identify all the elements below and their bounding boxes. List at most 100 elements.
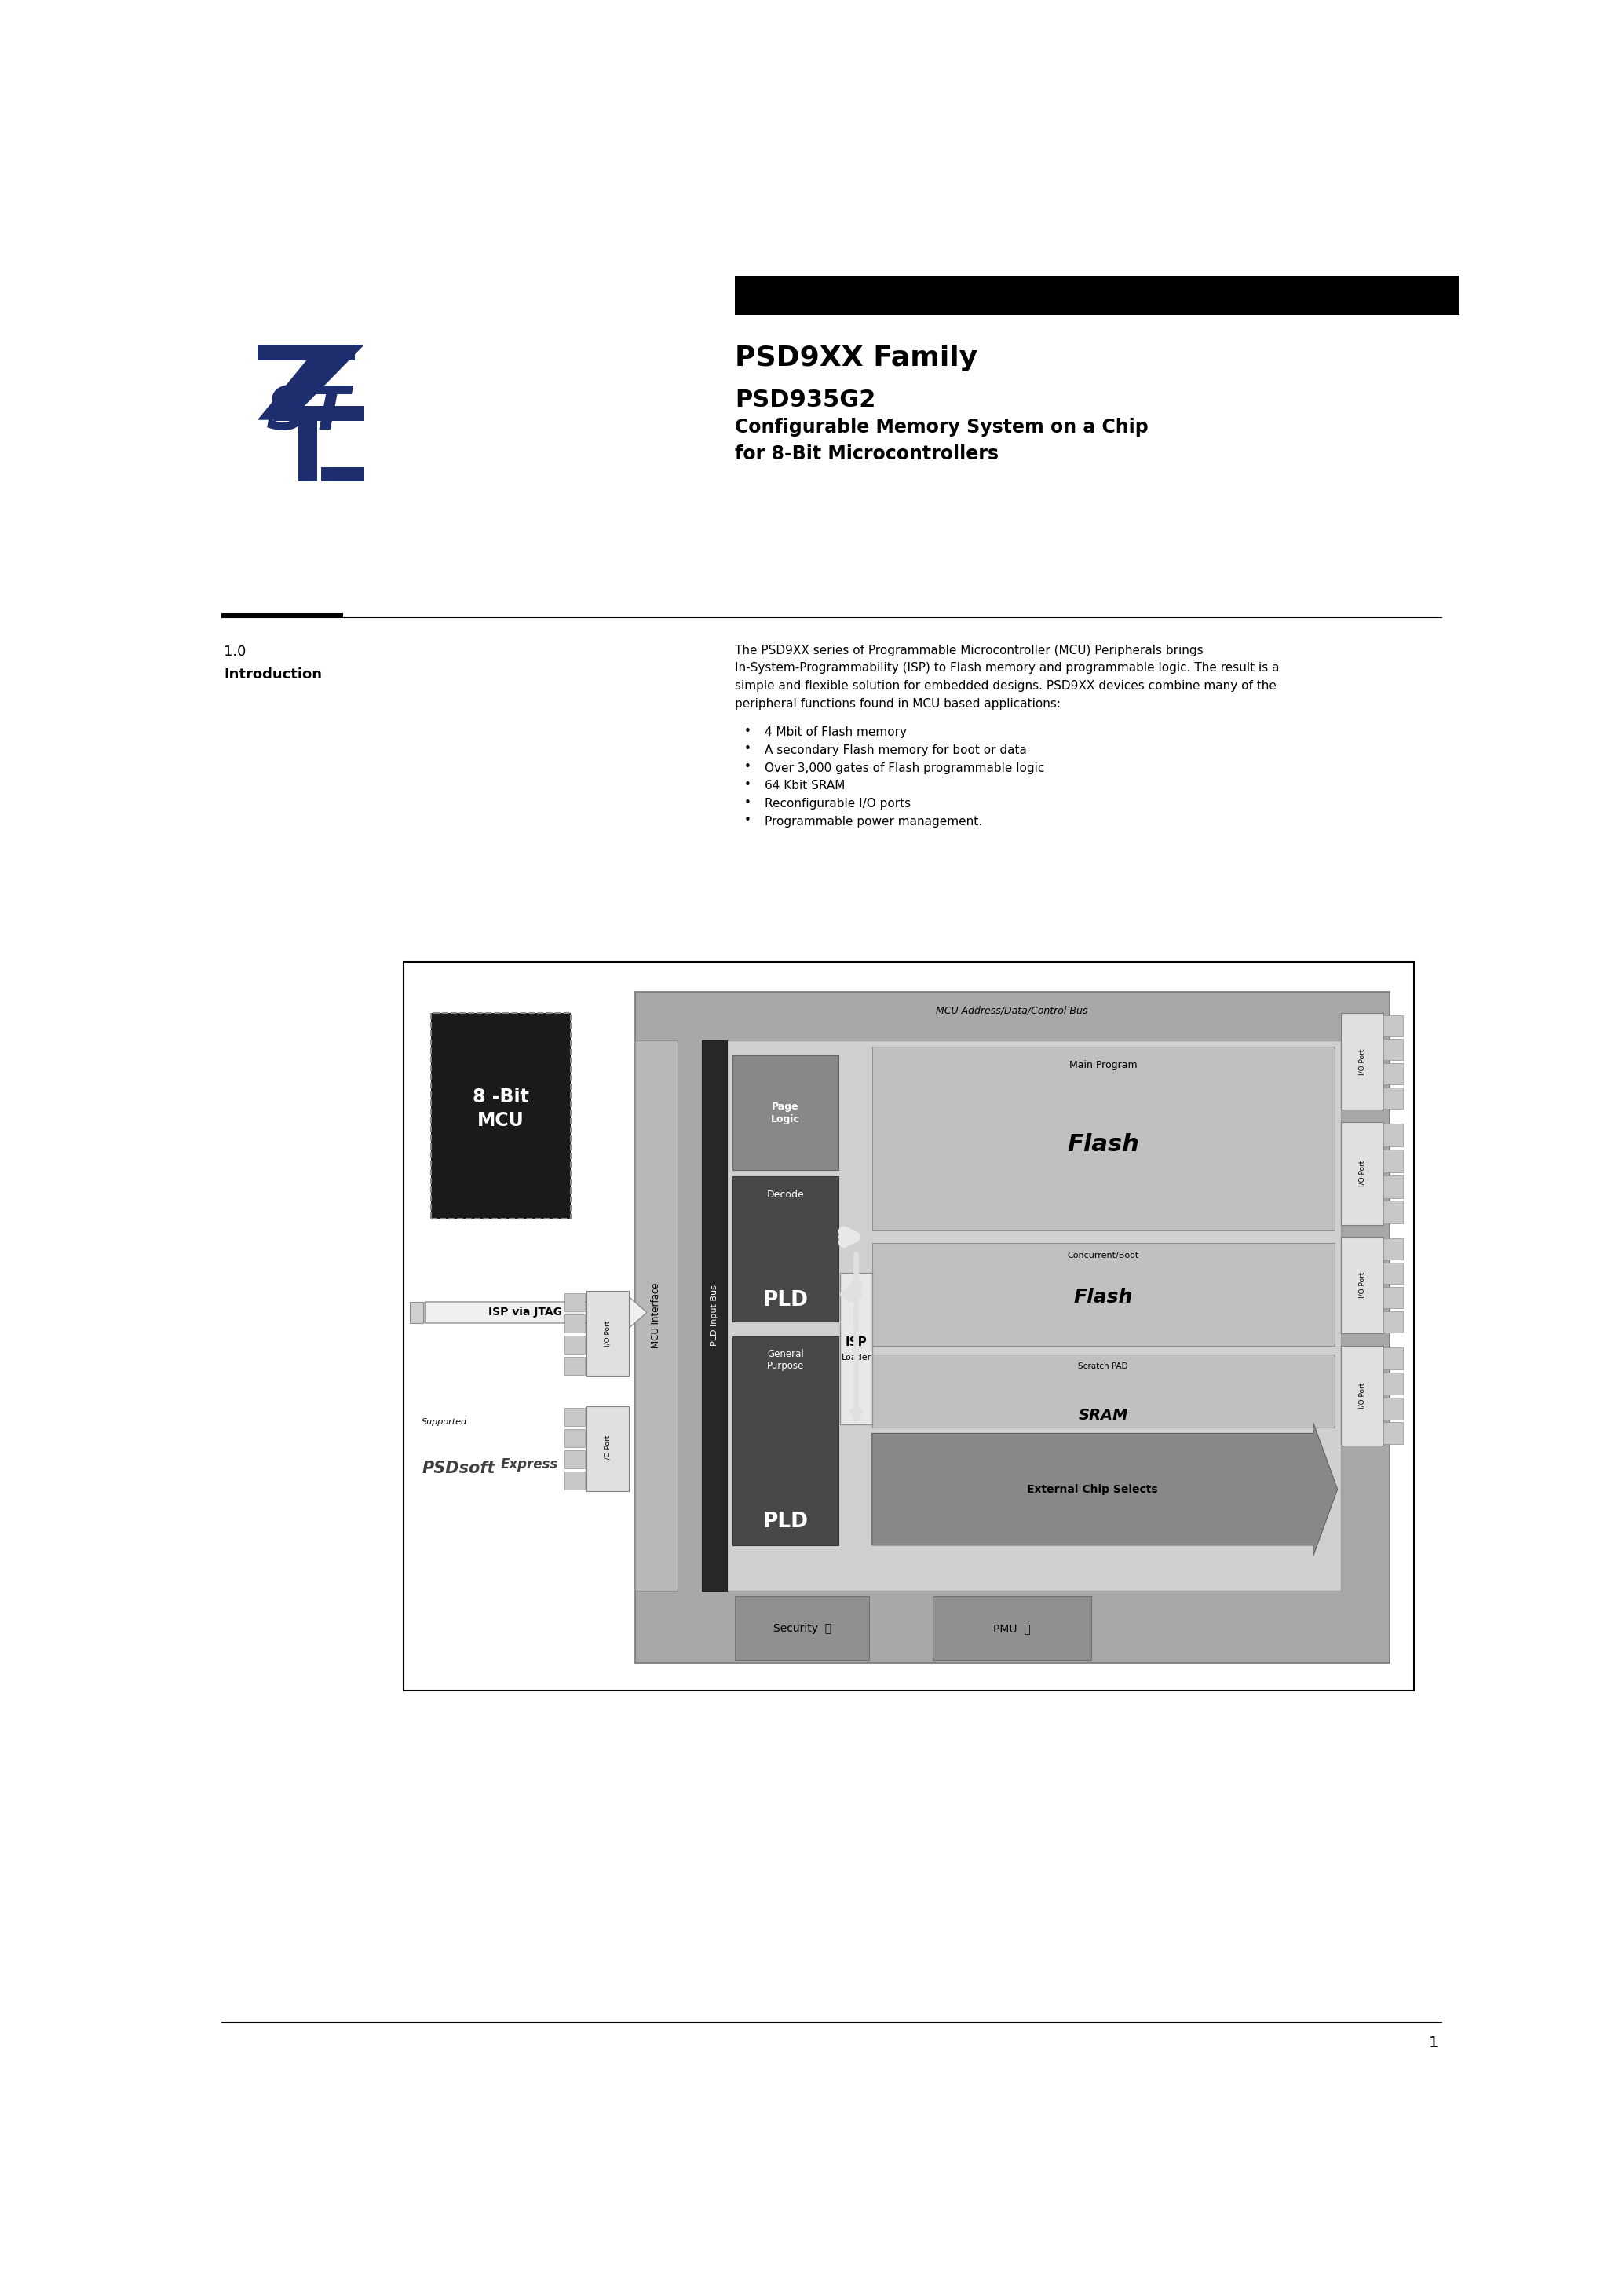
Text: I/O Port: I/O Port xyxy=(1358,1382,1366,1410)
Bar xyxy=(1384,1150,1403,1173)
Text: simple and flexible solution for embedded designs. PSD9XX devices combine many o: simple and flexible solution for embedde… xyxy=(735,680,1277,691)
Bar xyxy=(1384,1063,1403,1084)
Text: SRAM: SRAM xyxy=(1079,1407,1129,1424)
Bar xyxy=(702,1040,1340,1591)
Bar xyxy=(564,1407,586,1426)
Bar xyxy=(873,1355,1335,1428)
Text: In-System-Programmability (ISP) to Flash memory and programmable logic. The resu: In-System-Programmability (ISP) to Flash… xyxy=(735,661,1280,675)
Text: I/O Port: I/O Port xyxy=(1358,1049,1366,1075)
Bar xyxy=(564,1293,586,1311)
Polygon shape xyxy=(274,406,363,420)
Bar xyxy=(564,1357,586,1375)
Text: I/O Port: I/O Port xyxy=(603,1320,611,1348)
Text: Over 3,000 gates of Flash programmable logic: Over 3,000 gates of Flash programmable l… xyxy=(764,762,1045,774)
Text: PSD935G2: PSD935G2 xyxy=(735,388,876,411)
Polygon shape xyxy=(258,344,355,360)
Polygon shape xyxy=(258,344,363,420)
Text: General
Purpose: General Purpose xyxy=(767,1348,805,1371)
Bar xyxy=(873,1047,1335,1231)
Text: 1: 1 xyxy=(1429,2037,1439,2050)
Bar xyxy=(1384,1040,1403,1061)
Bar xyxy=(564,1451,586,1469)
Text: •: • xyxy=(744,760,751,774)
Bar xyxy=(410,1302,423,1322)
Bar xyxy=(1384,1088,1403,1109)
Bar xyxy=(1384,1373,1403,1394)
Bar xyxy=(1340,1123,1384,1224)
Text: PSD9XX Family: PSD9XX Family xyxy=(735,344,978,372)
Text: Concurrent/Boot: Concurrent/Boot xyxy=(1067,1251,1139,1261)
Bar xyxy=(404,962,1413,1690)
Bar xyxy=(735,1596,869,1660)
Text: I/O Port: I/O Port xyxy=(1358,1159,1366,1187)
Text: Flash: Flash xyxy=(1074,1288,1132,1306)
Text: peripheral functions found in MCU based applications:: peripheral functions found in MCU based … xyxy=(735,698,1061,709)
Bar xyxy=(1384,1238,1403,1261)
Text: PMU  🛢: PMU 🛢 xyxy=(993,1623,1030,1635)
Text: ISP via JTAG: ISP via JTAG xyxy=(488,1306,563,1318)
Text: Main Program: Main Program xyxy=(1069,1061,1137,1070)
Bar xyxy=(873,1242,1335,1345)
Text: 1.0: 1.0 xyxy=(224,645,247,659)
Bar xyxy=(586,1405,629,1490)
Text: Security  🔒: Security 🔒 xyxy=(774,1623,830,1635)
Bar xyxy=(564,1472,586,1490)
Bar xyxy=(1340,1013,1384,1109)
Polygon shape xyxy=(873,1424,1338,1557)
Text: ISP: ISP xyxy=(845,1336,868,1348)
Text: Configurable Memory System on a Chip: Configurable Memory System on a Chip xyxy=(735,418,1148,436)
Text: Reconfigurable I/O ports: Reconfigurable I/O ports xyxy=(764,799,910,810)
Polygon shape xyxy=(321,468,363,482)
Text: 4 Mbit of Flash memory: 4 Mbit of Flash memory xyxy=(764,726,907,739)
Text: The PSD9XX series of Programmable Microcontroller (MCU) Peripherals brings: The PSD9XX series of Programmable Microc… xyxy=(735,645,1204,657)
Text: Page
Logic: Page Logic xyxy=(770,1102,800,1125)
Bar xyxy=(702,1040,727,1591)
Bar xyxy=(1384,1123,1403,1146)
Text: A secondary Flash memory for boot or data: A secondary Flash memory for boot or dat… xyxy=(764,744,1027,755)
Bar xyxy=(1384,1311,1403,1332)
Text: Programmable power management.: Programmable power management. xyxy=(764,815,981,827)
Text: •: • xyxy=(744,726,751,737)
Text: Introduction: Introduction xyxy=(224,668,323,682)
Bar xyxy=(840,1274,873,1424)
Text: •: • xyxy=(744,815,751,827)
Bar xyxy=(732,1336,839,1545)
Text: •: • xyxy=(744,778,751,790)
Text: Supported: Supported xyxy=(422,1419,467,1426)
Text: MCU Interface: MCU Interface xyxy=(650,1283,662,1348)
Bar xyxy=(431,1013,571,1219)
Text: Scratch PAD: Scratch PAD xyxy=(1079,1362,1129,1371)
Text: PLD: PLD xyxy=(762,1290,808,1311)
Polygon shape xyxy=(425,1295,647,1332)
Text: •: • xyxy=(744,744,751,755)
Text: Loader: Loader xyxy=(842,1355,871,1362)
Bar xyxy=(1384,1176,1403,1199)
Bar xyxy=(1340,1345,1384,1446)
Text: 64 Kbit SRAM: 64 Kbit SRAM xyxy=(764,781,845,792)
Text: PSDsoft: PSDsoft xyxy=(422,1460,495,1476)
Text: for 8-Bit Microcontrollers: for 8-Bit Microcontrollers xyxy=(735,445,999,464)
Text: PLD Input Bus: PLD Input Bus xyxy=(710,1286,719,1345)
Polygon shape xyxy=(298,406,316,482)
Bar xyxy=(634,992,1388,1662)
Bar xyxy=(221,613,342,618)
Text: Decode: Decode xyxy=(767,1189,805,1201)
Bar xyxy=(1384,1201,1403,1224)
Bar xyxy=(564,1336,586,1355)
Bar xyxy=(933,1596,1092,1660)
Bar xyxy=(1384,1348,1403,1368)
Bar xyxy=(586,1290,629,1375)
Text: External Chip Selects: External Chip Selects xyxy=(1027,1483,1158,1495)
Bar xyxy=(735,276,1460,315)
Text: I/O Port: I/O Port xyxy=(1358,1272,1366,1297)
Text: 8 -Bit
MCU: 8 -Bit MCU xyxy=(472,1088,529,1130)
Text: MCU Address/Data/Control Bus: MCU Address/Data/Control Bus xyxy=(936,1006,1088,1015)
Bar xyxy=(564,1313,586,1332)
Text: Express: Express xyxy=(501,1458,558,1472)
Bar xyxy=(732,1176,839,1322)
Bar xyxy=(1384,1421,1403,1444)
Text: Flash: Flash xyxy=(1067,1134,1139,1157)
Bar xyxy=(1384,1263,1403,1283)
Bar xyxy=(634,1040,678,1591)
Text: PLD: PLD xyxy=(762,1511,808,1531)
